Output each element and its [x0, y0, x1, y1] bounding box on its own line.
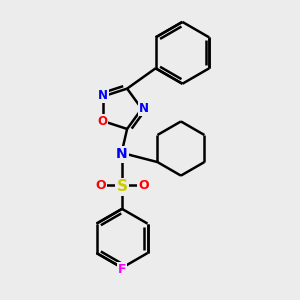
Text: N: N	[116, 147, 128, 161]
Text: N: N	[139, 102, 149, 115]
Text: O: O	[138, 179, 148, 192]
Text: N: N	[98, 89, 108, 102]
Text: S: S	[116, 179, 128, 194]
Text: F: F	[118, 263, 126, 276]
Text: O: O	[97, 115, 107, 128]
Text: O: O	[95, 179, 106, 192]
